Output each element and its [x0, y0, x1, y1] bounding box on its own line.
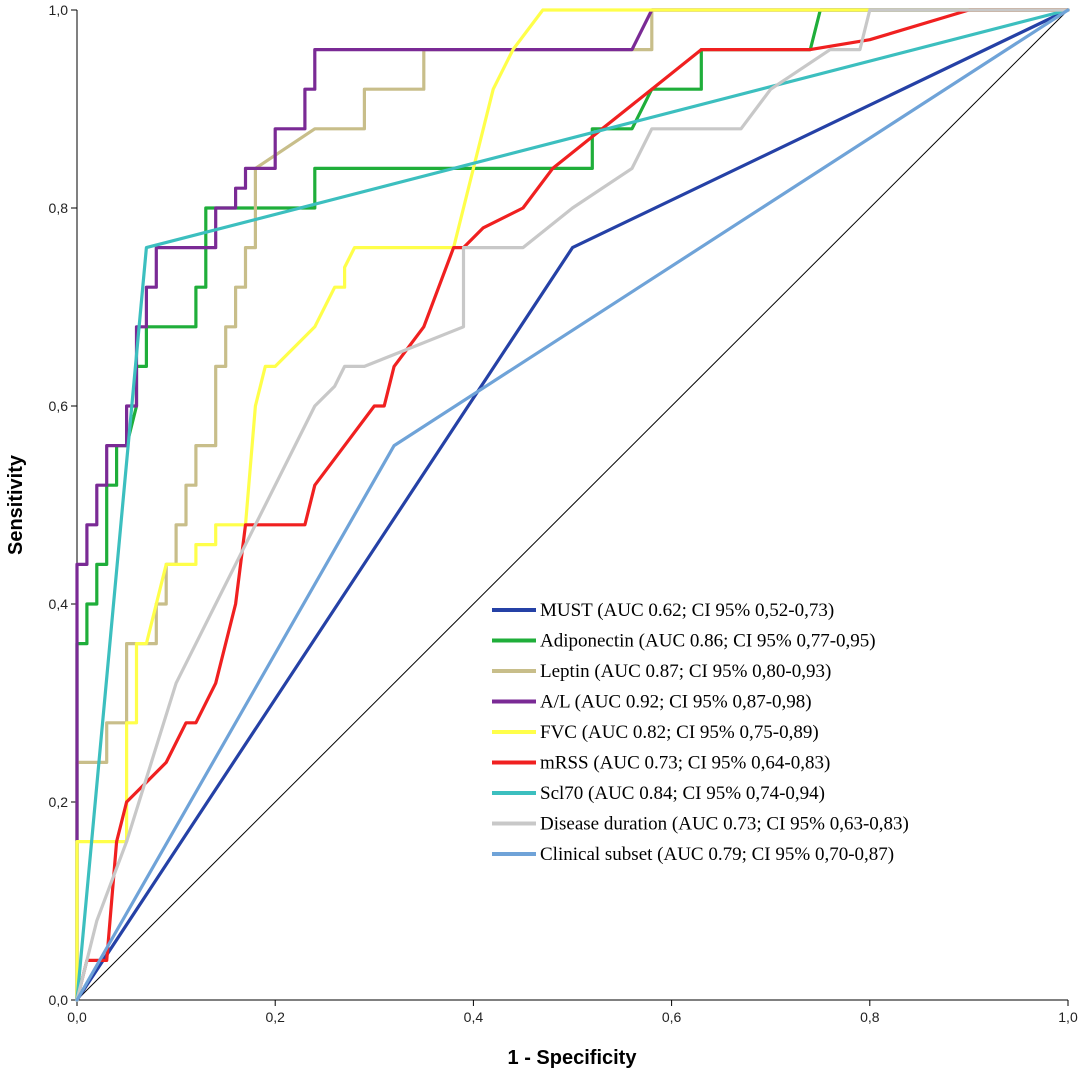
x-axis-title: 1 - Specificity: [508, 1047, 638, 1069]
y-tick-label: 0,2: [49, 794, 69, 810]
series-line-clinical-subset: [75, 8, 1070, 1002]
series-line-a-l: [75, 8, 1070, 1002]
reference-diagonal-line: [76, 9, 1069, 1001]
legend-label-scl70: Scl70 (AUC 0.84; CI 95% 0,74-0,94): [540, 783, 825, 804]
y-axis-title: Sensitivity: [5, 454, 27, 555]
x-tick-label: 0,4: [464, 1009, 484, 1025]
y-tick-label: 0,0: [49, 992, 69, 1008]
y-tick-label: 0,6: [49, 398, 69, 414]
x-tick-label: 0,6: [662, 1009, 682, 1025]
y-tick-label: 1,0: [49, 2, 69, 18]
y-tick-label: 0,4: [49, 596, 69, 612]
y-tick-label: 0,8: [49, 200, 69, 216]
legend-label-fvc: FVC (AUC 0.82; CI 95% 0,75-0,89): [540, 722, 819, 743]
legend-label-adiponectin: Adiponectin (AUC 0.86; CI 95% 0,77-0,95): [540, 631, 876, 652]
series-line-disease-duration: [75, 8, 1070, 1002]
legend-label-a-l: A/L (AUC 0.92; CI 95% 0,87-0,98): [540, 692, 812, 713]
x-tick-label: 1,0: [1058, 1009, 1078, 1025]
y-ticks: 0,0 0,2 0,4 0,6 0,8 1,0: [49, 2, 77, 1008]
x-ticks: 0,0 0,2 0,4 0,6 0,8 1,0: [67, 1000, 1078, 1025]
series-line-adiponectin: [75, 8, 1070, 1002]
x-tick-label: 0,8: [860, 1009, 880, 1025]
legend-label-must: MUST (AUC 0.62; CI 95% 0,52-0,73): [540, 600, 834, 621]
legend: MUST (AUC 0.62; CI 95% 0,52-0,73) Adipone…: [492, 600, 909, 865]
x-tick-label: 0,0: [67, 1009, 87, 1025]
legend-label-leptin: Leptin (AUC 0.87; CI 95% 0,80-0,93): [540, 661, 831, 682]
series-line-must: [75, 8, 1070, 1002]
series-line-fvc: [75, 8, 1070, 1002]
x-tick-label: 0,2: [265, 1009, 285, 1025]
legend-label-mrss: mRSS (AUC 0.73; CI 95% 0,64-0,83): [540, 753, 830, 774]
series-line-scl70: [75, 8, 1070, 1002]
series-lines: [75, 8, 1070, 1002]
legend-label-clinical-subset: Clinical subset (AUC 0.79; CI 95% 0,70-0…: [540, 844, 894, 865]
legend-label-disease-duration: Disease duration (AUC 0.73; CI 95% 0,63-…: [540, 814, 909, 835]
